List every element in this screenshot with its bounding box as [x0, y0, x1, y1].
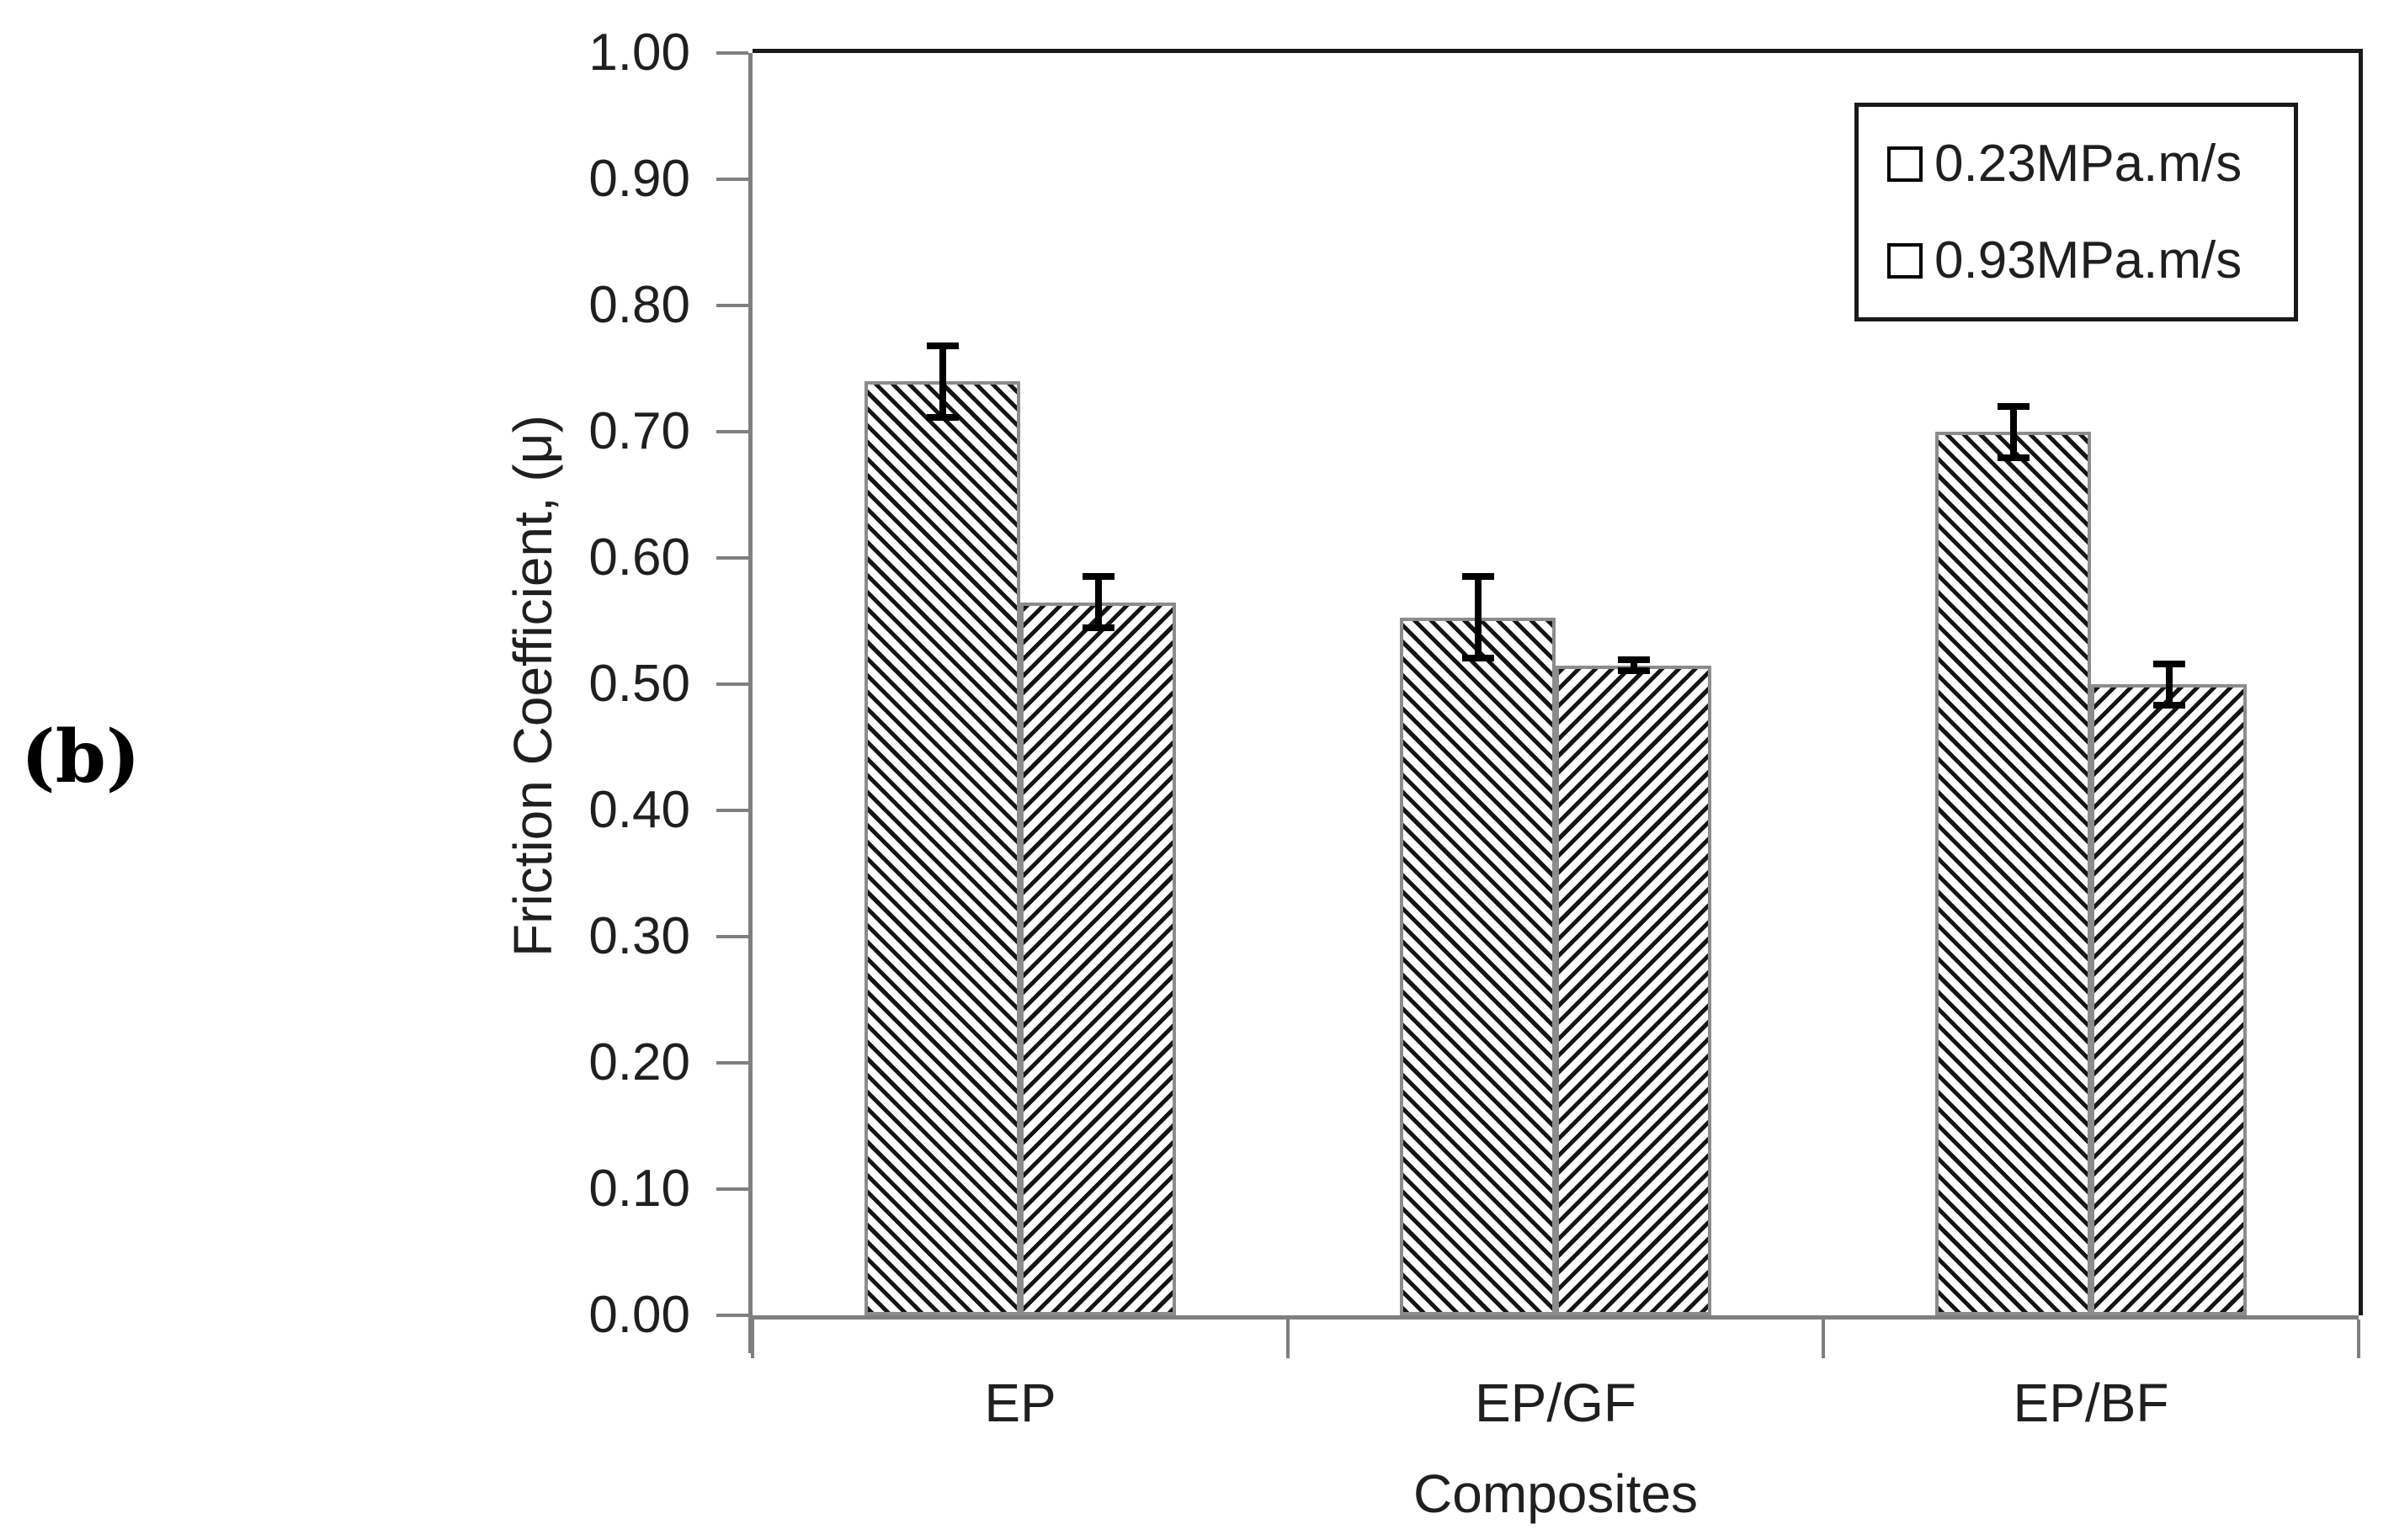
y-tick	[716, 1061, 748, 1065]
y-tick-label: 0.30	[588, 907, 690, 965]
y-tick	[716, 178, 748, 181]
error-bar-cap	[1997, 402, 2030, 410]
y-axis-line	[748, 53, 753, 1353]
y-tick-label: 0.40	[588, 781, 690, 839]
plot-top-border	[753, 49, 2359, 53]
y-tick	[716, 1314, 748, 1317]
bar-EP/GF-0.23MPa.m/s	[1400, 617, 1556, 1315]
y-tick-label: 0.70	[588, 402, 690, 460]
y-tick	[716, 430, 748, 433]
bar-EP/BF-0.93MPa.m/s	[2091, 684, 2247, 1315]
category-label: EP/GF	[1474, 1373, 1637, 1433]
error-bar-cap	[2152, 660, 2185, 667]
error-bar-cap	[926, 342, 959, 349]
error-bar-cap	[1461, 573, 1494, 580]
y-tick	[716, 1187, 748, 1191]
y-tick-label: 0.60	[588, 528, 690, 587]
category-label: EP	[984, 1373, 1056, 1433]
x-axis-line	[748, 1315, 2359, 1320]
bar-EP-0.93MPa.m/s	[1020, 602, 1176, 1315]
legend-swatch-backslash-hatch-icon	[1887, 146, 1923, 182]
error-bar-cap	[1082, 573, 1115, 580]
y-tick-label: 1.00	[588, 24, 690, 82]
error-bar-cap	[1617, 656, 1650, 663]
legend-swatch-slash-hatch-icon	[1887, 242, 1923, 279]
legend-item: 0.23MPa.m/s	[1887, 134, 2285, 194]
y-tick	[716, 556, 748, 560]
y-tick-label: 0.00	[588, 1286, 690, 1344]
y-tick-label: 0.20	[588, 1033, 690, 1091]
y-tick-label: 0.90	[588, 150, 690, 208]
category-label: EP/BF	[2013, 1373, 2169, 1433]
x-axis-title: Composites	[1413, 1463, 1698, 1524]
y-tick	[716, 304, 748, 307]
y-tick-label: 0.80	[588, 276, 690, 334]
y-tick	[716, 809, 748, 812]
legend-label: 0.23MPa.m/s	[1934, 135, 2242, 193]
legend-label: 0.93MPa.m/s	[1934, 231, 2242, 289]
y-tick	[716, 51, 748, 55]
x-tick	[1822, 1320, 1825, 1358]
plot-right-border	[2359, 49, 2363, 1315]
legend: 0.23MPa.m/s 0.93MPa.m/s	[1854, 103, 2298, 321]
y-tick	[716, 935, 748, 938]
figure-panel-label: (b)	[21, 714, 141, 799]
y-tick-label: 0.10	[588, 1160, 690, 1218]
x-tick	[751, 1320, 754, 1358]
bar-EP/BF-0.23MPa.m/s	[1935, 432, 2091, 1315]
legend-item: 0.93MPa.m/s	[1887, 231, 2285, 290]
x-tick	[1286, 1320, 1290, 1358]
y-tick	[716, 682, 748, 686]
bar-EP-0.23MPa.m/s	[864, 381, 1020, 1315]
x-tick	[2357, 1320, 2360, 1358]
bar-EP/GF-0.93MPa.m/s	[1556, 665, 1711, 1315]
y-tick-label: 0.50	[588, 655, 690, 713]
